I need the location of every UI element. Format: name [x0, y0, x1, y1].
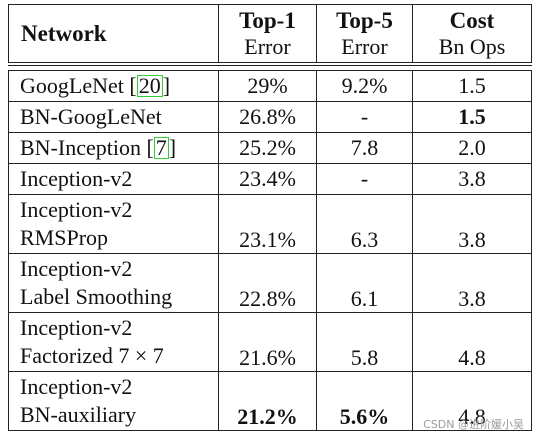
table-row: Inception-v2 Label Smoothing 22.8% 6.1 3.…	[8, 253, 532, 313]
row-top5: -	[316, 101, 413, 133]
row-top1: 25.2%	[218, 132, 317, 164]
row-name: Inception-v2 RMSProp	[8, 194, 219, 254]
row-cost: 4.8	[412, 371, 532, 431]
row-top5: 5.6%	[316, 371, 413, 431]
row-top1: 23.4%	[218, 163, 317, 195]
row-name: GoogLeNet [20]	[8, 70, 219, 102]
row-name-text: GoogLeNet [	[20, 73, 137, 98]
row-cost: 1.5	[412, 101, 532, 133]
citation-link[interactable]: 20	[136, 73, 163, 98]
row-name-text: BN-Inception [	[20, 135, 154, 160]
header-cost-title: Cost	[449, 7, 495, 33]
row-name-line2: Factorized 7 × 7	[20, 343, 164, 368]
table-row: Inception-v2 BN-auxiliary 21.2% 5.6% 4.8	[8, 371, 532, 431]
row-name: BN-GoogLeNet	[8, 101, 219, 133]
row-top1: 21.6%	[218, 312, 317, 372]
row-top1: 26.8%	[218, 101, 317, 133]
row-cost: 1.5	[412, 70, 532, 102]
header-cost: Cost Bn Ops	[412, 4, 532, 66]
header-top1: Top-1 Error	[218, 4, 317, 66]
table-row: GoogLeNet [20] 29% 9.2% 1.5	[8, 70, 532, 102]
row-cost: 3.8	[412, 253, 532, 313]
row-name-end: ]	[162, 73, 171, 98]
header-top1-sub: Error	[244, 33, 291, 59]
row-name: Inception-v2 BN-auxiliary	[8, 371, 219, 431]
row-top1: 29%	[218, 70, 317, 102]
header-top5: Top-5 Error	[316, 4, 413, 66]
row-top5: 6.1	[316, 253, 413, 313]
header-cost-sub: Bn Ops	[438, 33, 506, 59]
row-name-line2: BN-auxiliary	[20, 402, 137, 427]
row-name: Inception-v2 Label Smoothing	[8, 253, 219, 313]
row-name: BN-Inception [7]	[8, 132, 219, 164]
row-top1: 22.8%	[218, 253, 317, 313]
row-name-line1: Inception-v2	[20, 374, 133, 399]
table-row: Inception-v2 RMSProp 23.1% 6.3 3.8	[8, 194, 532, 254]
row-cost: 3.8	[412, 194, 532, 254]
row-top1: 21.2%	[218, 371, 317, 431]
row-top5: 7.8	[316, 132, 413, 164]
table-row: BN-GoogLeNet 26.8% - 1.5	[8, 101, 532, 133]
row-top1: 23.1%	[218, 194, 317, 254]
row-name: Inception-v2 Factorized 7 × 7	[8, 312, 219, 372]
table-row: Inception-v2 23.4% - 3.8	[8, 163, 532, 195]
header-network: Network	[8, 4, 219, 66]
row-name-line1: Inception-v2	[20, 197, 133, 222]
header-top5-title: Top-5	[336, 7, 393, 33]
row-cost: 4.8	[412, 312, 532, 372]
row-name-line1: Inception-v2	[20, 315, 133, 340]
row-name-line2: RMSProp	[20, 225, 109, 250]
header-top5-sub: Error	[341, 33, 388, 59]
row-name: Inception-v2	[8, 163, 219, 195]
watermark: CSDN @进阶媛小吴	[423, 418, 524, 431]
row-top5: 6.3	[316, 194, 413, 254]
table-header-row: Network Top-1 Error Top-5 Error Cost Bn …	[8, 4, 532, 66]
table-row: Inception-v2 Factorized 7 × 7 21.6% 5.8 4…	[8, 312, 532, 372]
row-top5: 9.2%	[316, 70, 413, 102]
row-cost: 2.0	[412, 132, 532, 164]
table-row: BN-Inception [7] 25.2% 7.8 2.0	[8, 132, 532, 164]
row-name-end: ]	[168, 135, 177, 160]
row-name-line2: Label Smoothing	[20, 284, 173, 309]
header-top1-title: Top-1	[239, 7, 296, 33]
row-top5: -	[316, 163, 413, 195]
row-cost: 3.8	[412, 163, 532, 195]
results-table: Network Top-1 Error Top-5 Error Cost Bn …	[8, 4, 532, 431]
citation-link[interactable]: 7	[153, 135, 169, 160]
row-top5: 5.8	[316, 312, 413, 372]
row-name-line1: Inception-v2	[20, 256, 133, 281]
